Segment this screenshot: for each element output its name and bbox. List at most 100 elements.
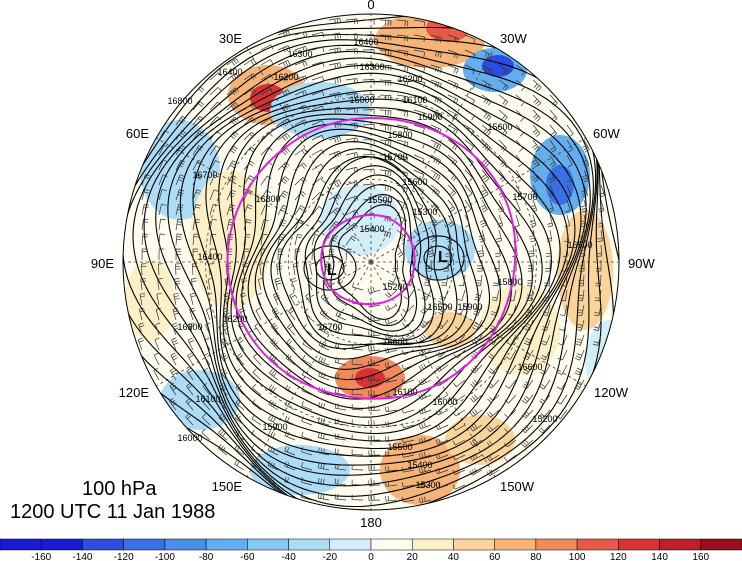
wind-barb [452,409,466,417]
wind-barb [429,229,437,243]
wind-barb [401,496,415,503]
wind-barb [504,379,517,389]
wind-barb [470,364,483,374]
wind-barb [175,203,184,216]
lon-label-top-left: 30E [219,31,242,46]
lon-label-upper-left: 60E [126,126,149,141]
wind-barb [172,307,180,321]
wind-barb [521,409,534,419]
contour-label: 15200 [532,414,557,424]
wind-barb [379,139,392,146]
wind-barb [464,49,476,60]
wind-barb [413,139,425,149]
wind-barb [205,322,211,336]
wind-barb [192,116,204,126]
wind-barb [577,289,585,302]
wind-barb [379,199,392,207]
wind-barb [208,263,215,276]
wind-barb [186,367,194,381]
wind-barb [447,109,459,120]
contour-label: 16400 [353,37,378,47]
wind-barb [507,319,517,331]
wind-barb [464,154,474,167]
wind-barb [362,124,375,130]
wind-barb [260,233,268,246]
contour-label: 16000 [349,95,374,105]
wind-barb [598,184,605,198]
wind-barb [204,337,211,351]
contour-label: 15500 [367,195,392,205]
wind-barb [252,368,262,381]
wind-barb [226,72,239,81]
wind-barb [224,277,231,291]
wind-barb [487,424,500,433]
wind-barb [328,136,342,143]
wind-barb [505,349,517,360]
contour-label: 16000 [432,397,457,407]
wind-barb [187,352,194,366]
wind-barb [328,179,342,187]
contour-label: 16300 [359,62,384,72]
wind-barb [384,391,398,398]
contour-label: 15900 [457,302,482,312]
pressure-level-title: 100 hPa [82,478,157,500]
wind-barb [294,233,303,246]
contour-label: 16600 [517,362,542,372]
anomaly-blob [557,210,613,330]
wind-barb [284,461,296,471]
wind-barb [203,352,211,366]
wind-barb [472,319,483,331]
wind-barb [549,124,557,138]
wind-barb [447,169,457,182]
wind-barb [542,304,551,317]
wind-barb [239,307,246,321]
wind-barb [277,89,291,97]
low-contour [303,245,357,291]
wind-barb [379,79,392,86]
wind-barb [488,349,500,360]
wind-barb [447,49,459,59]
wind-barb [379,229,391,238]
wind-barb [368,375,381,382]
wind-barb [401,467,415,473]
wind-barb [413,34,426,43]
wind-barb [311,178,325,186]
wind-barb [498,199,505,213]
wind-barb [508,304,517,316]
wind-barb [237,337,245,351]
wind-barb [345,122,359,129]
wind-barb [504,424,517,433]
wind-barb [351,328,364,336]
colorbar-tick-label: -20 [323,552,338,561]
wind-barb [379,34,392,41]
wind-barb [435,438,449,445]
contour-label: 15300 [412,207,437,217]
colorbar-tick-label: 160 [692,552,709,561]
wind-barb [532,109,541,122]
wind-barb [311,219,322,231]
wind-barb [418,481,432,489]
wind-barb [430,214,439,227]
wind-barb [368,405,381,412]
wind-barb [368,465,381,471]
wind-barb [141,174,151,186]
wind-barb [284,415,296,426]
wind-barb [317,447,330,456]
wind-barb [487,364,500,374]
contour-label: 15600 [402,177,427,187]
wind-barb [209,174,220,186]
wind-barb [286,338,296,351]
wind-barb [218,398,228,411]
wind-barb [140,278,146,291]
wind-barb [351,359,364,366]
wind-barb [413,169,425,180]
wind-barb [294,191,307,201]
wind-barb [188,322,195,336]
wind-barb [362,49,375,55]
wind-barb [311,206,324,216]
height-contour [167,64,582,466]
contour-label: 15400 [407,460,432,470]
wind-barb [252,383,262,396]
wind-barb [251,414,262,426]
wind-barb [241,277,248,291]
